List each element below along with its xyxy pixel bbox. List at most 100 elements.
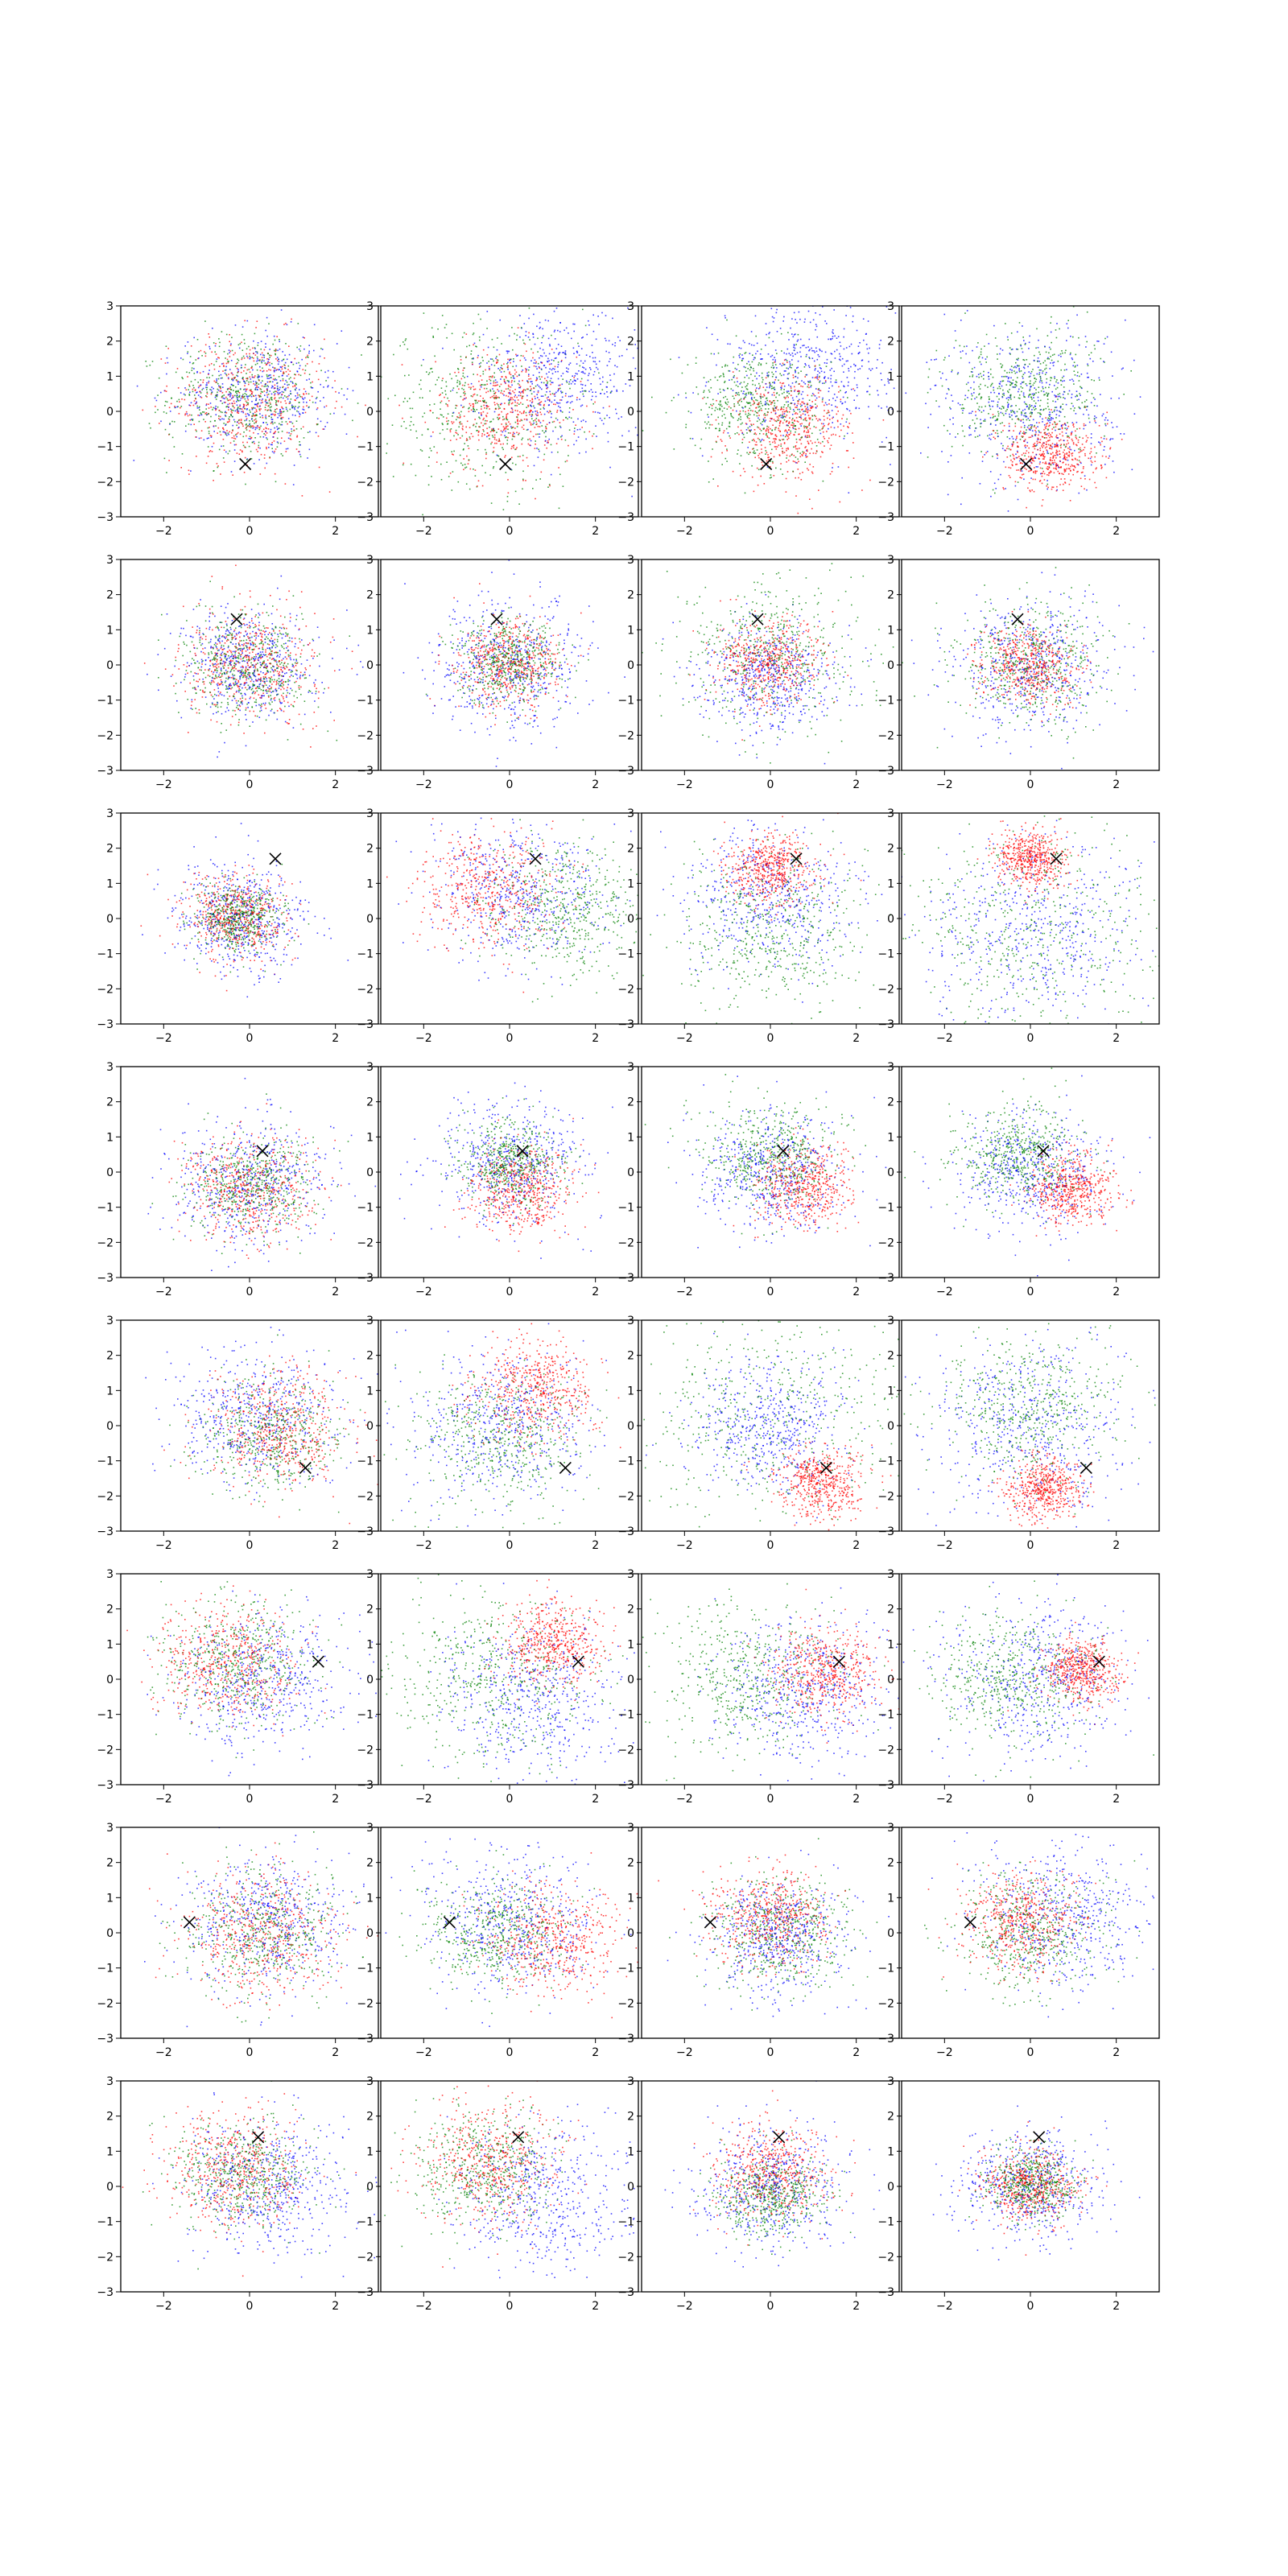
blue-point — [549, 400, 551, 402]
blue-point — [253, 440, 255, 443]
red-point — [814, 365, 816, 367]
blue-point — [539, 321, 541, 324]
red-point — [517, 423, 519, 425]
green-point — [295, 406, 296, 407]
green-point — [165, 345, 167, 347]
green-point — [514, 490, 517, 493]
blue-point — [831, 410, 833, 411]
blue-point — [557, 366, 559, 368]
blue-point — [279, 366, 282, 368]
red-point — [1050, 445, 1052, 448]
green-point — [225, 374, 227, 375]
red-point — [807, 442, 809, 444]
blue-point — [539, 371, 540, 374]
blue-point — [548, 360, 550, 361]
red-point — [237, 412, 240, 414]
blue-point — [809, 321, 811, 324]
green-point — [769, 444, 771, 445]
blue-point — [828, 399, 830, 401]
green-point — [486, 380, 488, 382]
blue-point — [496, 381, 498, 383]
red-point — [241, 450, 243, 452]
red-point — [1014, 481, 1017, 483]
red-point — [555, 403, 556, 406]
red-point — [723, 430, 725, 431]
red-point — [187, 376, 188, 378]
red-point — [294, 386, 296, 387]
green-point — [283, 391, 285, 394]
blue-point — [832, 398, 834, 399]
green-point — [188, 423, 190, 425]
green-point — [451, 378, 452, 380]
red-point — [807, 440, 809, 443]
red-point — [749, 420, 751, 422]
blue-point — [677, 394, 679, 396]
green-point — [816, 439, 819, 440]
red-point — [517, 419, 518, 422]
green-point — [773, 400, 774, 402]
green-point — [405, 427, 407, 429]
red-point — [266, 446, 267, 448]
blue-point — [504, 435, 506, 436]
red-point — [759, 387, 761, 389]
green-point — [790, 390, 792, 392]
green-point — [456, 419, 457, 421]
blue-point — [229, 352, 230, 353]
red-point — [275, 431, 276, 432]
blue-point — [568, 411, 571, 413]
red-point — [812, 452, 815, 454]
green-point — [665, 411, 667, 414]
red-point — [807, 468, 808, 469]
y-tick-label: −3 — [617, 511, 634, 524]
red-point — [774, 442, 776, 444]
green-point — [250, 381, 252, 383]
blue-point — [632, 357, 634, 359]
green-point — [477, 449, 479, 451]
blue-point — [733, 376, 735, 378]
green-point — [237, 361, 238, 364]
red-point — [767, 428, 770, 431]
blue-point — [811, 406, 813, 407]
red-point — [786, 409, 787, 411]
red-point — [803, 452, 805, 453]
red-point — [251, 391, 254, 393]
red-point — [801, 401, 803, 403]
red-point — [1030, 436, 1032, 438]
blue-point — [616, 389, 617, 391]
green-point — [275, 400, 278, 402]
red-point — [609, 405, 610, 407]
green-point — [312, 401, 314, 403]
green-point — [520, 299, 522, 301]
blue-point — [466, 375, 469, 378]
blue-point — [551, 382, 554, 384]
green-point — [741, 442, 743, 444]
blue-point — [803, 402, 806, 405]
green-point — [768, 336, 770, 339]
blue-point — [174, 407, 176, 408]
green-point — [493, 393, 495, 394]
blue-point — [815, 388, 817, 390]
green-point — [459, 383, 460, 386]
red-point — [204, 351, 205, 353]
blue-point — [790, 386, 792, 387]
red-point — [564, 395, 567, 397]
green-point — [527, 439, 529, 440]
red-point — [744, 471, 746, 473]
green-point — [533, 405, 535, 407]
green-point — [285, 343, 287, 345]
blue-point — [578, 345, 580, 347]
red-point — [454, 371, 456, 374]
x-marker — [760, 457, 773, 471]
red-point — [465, 431, 468, 434]
green-point — [163, 411, 165, 413]
red-point — [717, 485, 719, 487]
red-point — [522, 460, 524, 461]
blue-point — [605, 386, 608, 388]
green-point — [768, 371, 770, 374]
green-point — [225, 357, 226, 359]
green-point — [282, 378, 284, 380]
green-point — [738, 404, 741, 406]
blue-point — [290, 390, 291, 392]
blue-point — [601, 381, 604, 383]
red-point — [274, 473, 276, 475]
